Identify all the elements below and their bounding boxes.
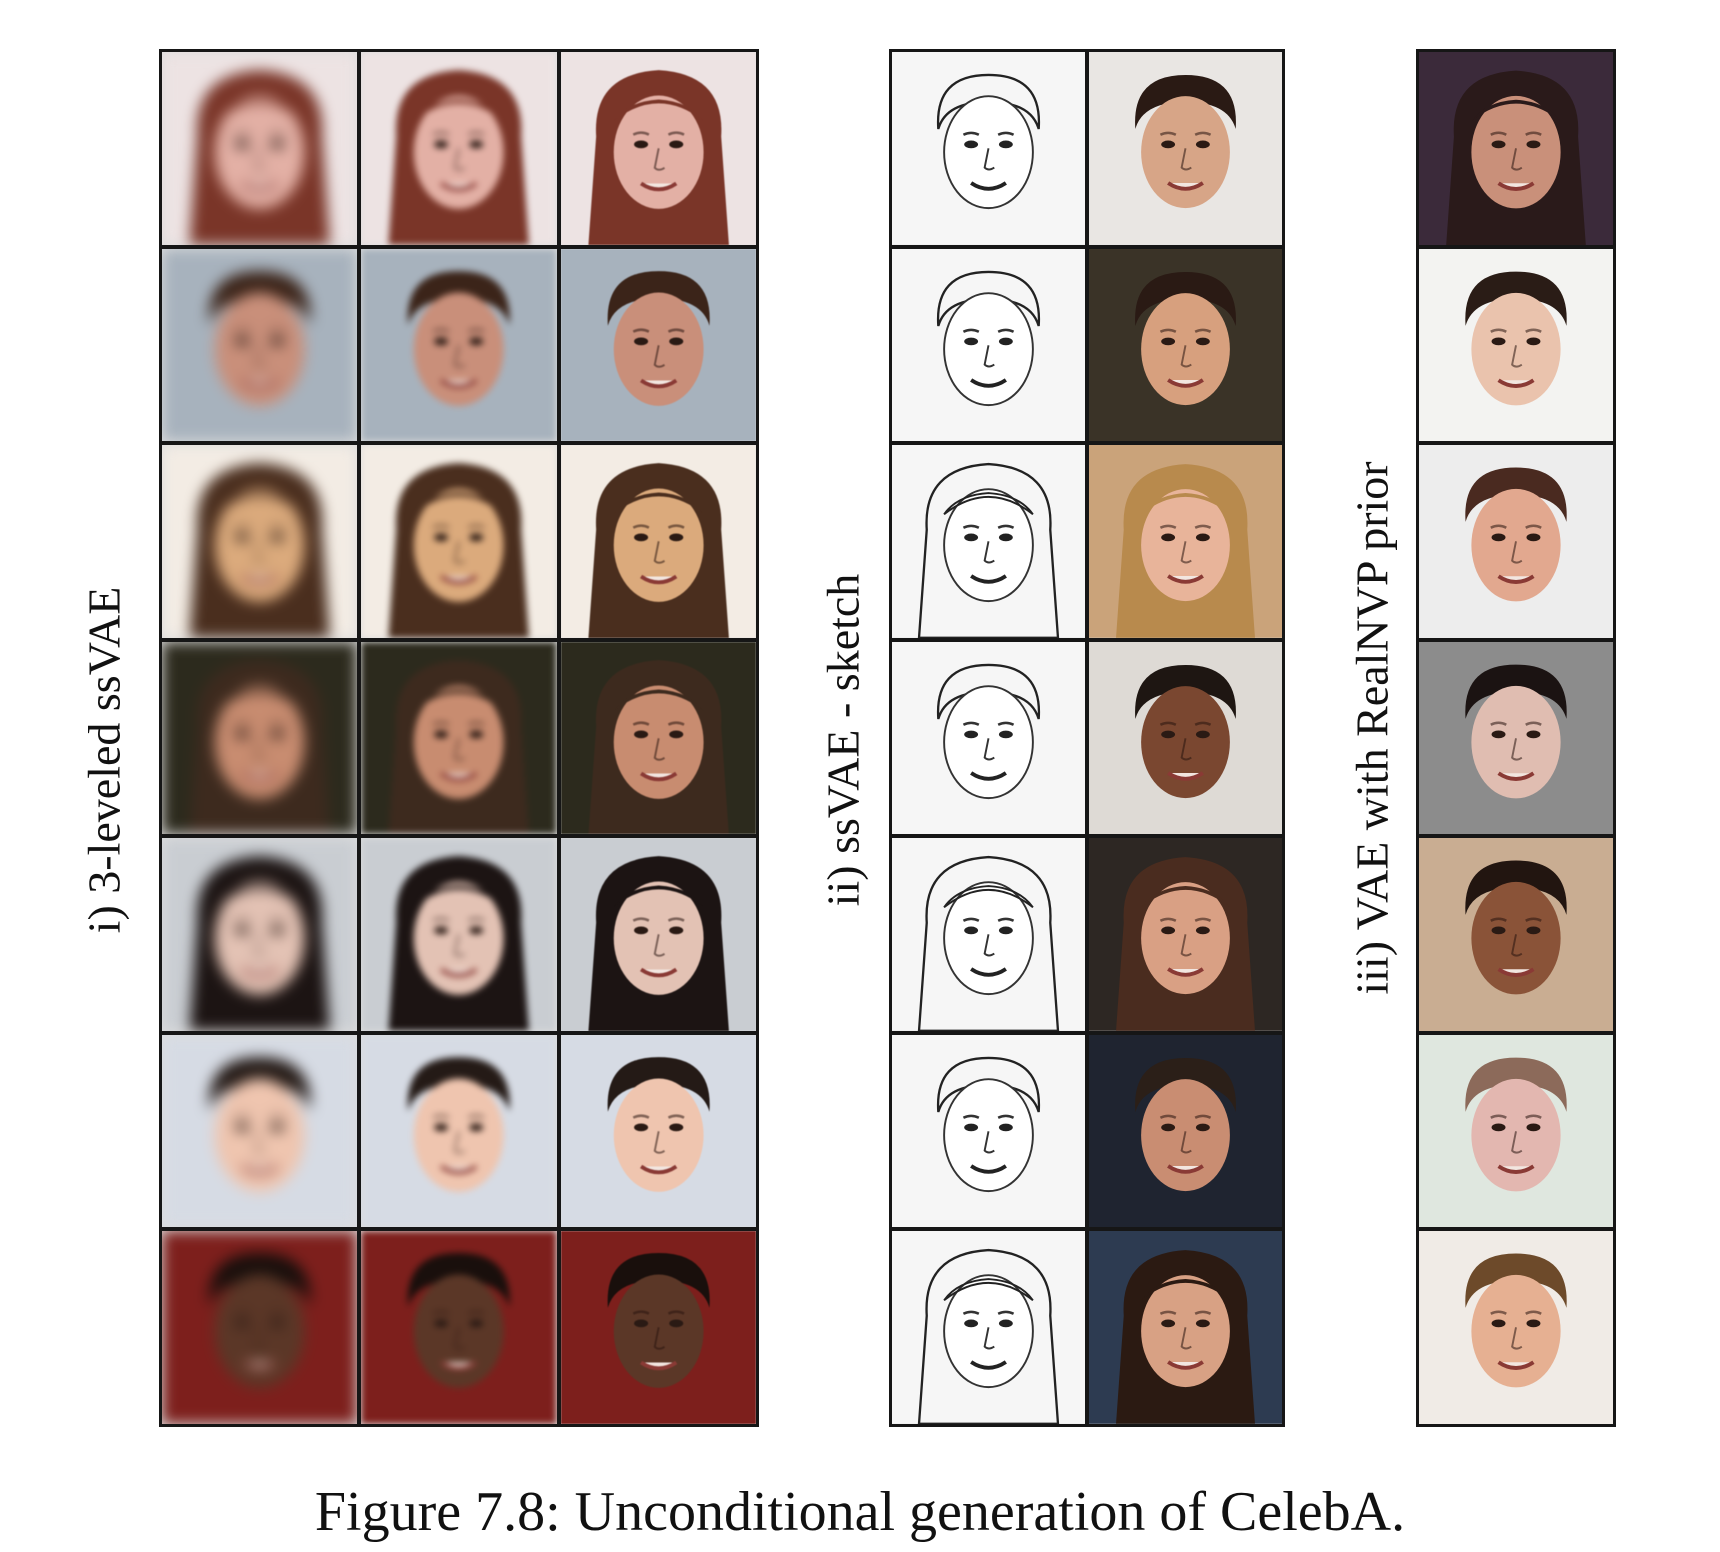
generated-face-image (1419, 1034, 1613, 1228)
generated-face-image (1419, 641, 1613, 835)
generated-face-image (560, 248, 756, 442)
generated-face-image (1089, 641, 1282, 835)
generated-face-image (162, 838, 358, 1031)
generated-face-image (162, 445, 358, 638)
generated-face-image (560, 838, 756, 1031)
panel-iii-image-grid (1416, 49, 1616, 1427)
generated-face-image (1419, 445, 1613, 638)
sketch-face-image (892, 1034, 1085, 1228)
generated-face-image (361, 52, 557, 245)
generated-face-image (560, 445, 756, 638)
generated-face-image (1089, 248, 1282, 442)
panel-i-label: i) 3-leveled ssVAE (78, 586, 130, 934)
generated-face-image (361, 1231, 557, 1424)
figure-caption: Figure 7.8: Unconditional generation of … (314, 1481, 1406, 1543)
generated-face-image (361, 445, 557, 638)
sketch-face-image (892, 838, 1085, 1031)
generated-face-image (361, 838, 557, 1031)
generated-face-image (162, 641, 358, 835)
generated-face-image (361, 1034, 557, 1228)
generated-face-image (361, 641, 557, 835)
generated-face-image (1419, 1231, 1613, 1424)
generated-face-image (560, 1231, 756, 1424)
generated-face-image (1419, 838, 1613, 1031)
panel-iii-label: iii) VAE with RealNVP prior (1346, 461, 1398, 995)
generated-face-image (162, 1231, 358, 1424)
sketch-face-image (892, 1231, 1085, 1424)
generated-face-image (1089, 1231, 1282, 1424)
sketch-face-image (892, 641, 1085, 835)
generated-face-image (162, 1034, 358, 1228)
generated-face-image (560, 1034, 756, 1228)
sketch-face-image (892, 52, 1085, 245)
generated-face-image (1089, 1034, 1282, 1228)
generated-face-image (1419, 52, 1613, 245)
panel-i-image-grid (159, 49, 759, 1427)
panel-ii-label: ii) ssVAE - sketch (817, 573, 869, 907)
generated-face-image (1089, 838, 1282, 1031)
generated-face-image (162, 52, 358, 245)
generated-face-image (560, 52, 756, 245)
generated-face-image (162, 248, 358, 442)
generated-face-image (1089, 445, 1282, 638)
generated-face-image (361, 248, 557, 442)
generated-face-image (560, 641, 756, 835)
sketch-face-image (892, 445, 1085, 638)
generated-face-image (1419, 248, 1613, 442)
generated-face-image (1089, 52, 1282, 245)
panel-ii-image-grid (889, 49, 1285, 1427)
sketch-face-image (892, 248, 1085, 442)
